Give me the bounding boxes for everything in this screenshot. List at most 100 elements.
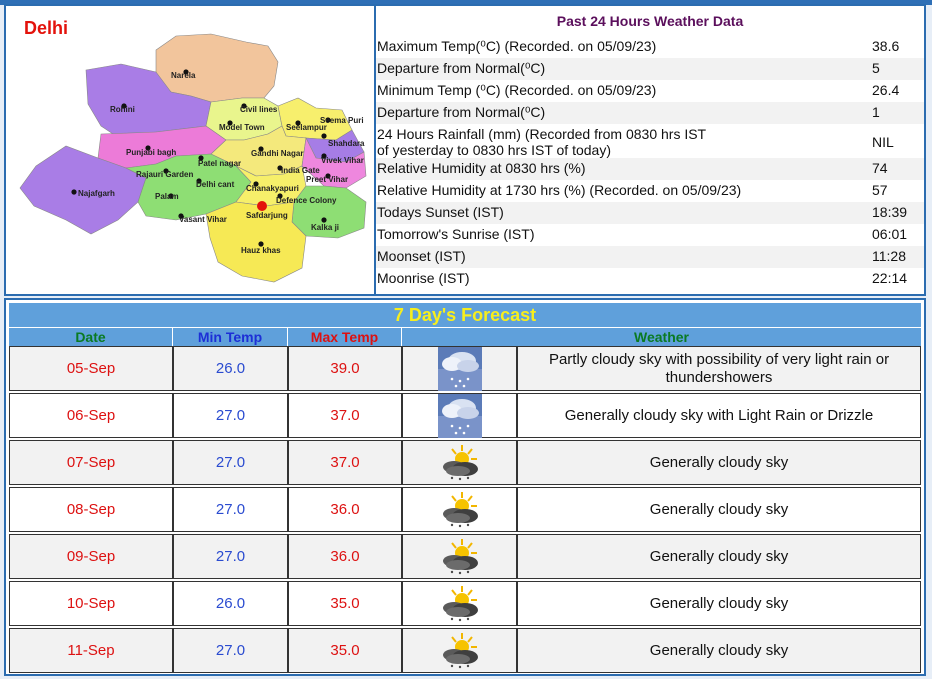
- past-24-row: 24 Hours Rainfall (mm) (Recorded from 08…: [376, 124, 924, 158]
- past-24-label: Maximum Temp(⁰C) (Recorded. on 05/09/23): [377, 38, 656, 54]
- past-24-value: NIL: [872, 134, 894, 150]
- forecast-date-text: 11-Sep: [67, 642, 115, 659]
- past-24-value: 57: [872, 182, 888, 198]
- past-24-label-line: Tomorrow's Sunrise (IST): [377, 226, 535, 242]
- map-dot-kalka-ji: [321, 217, 327, 223]
- forecast-weather-description: Generally cloudy sky: [517, 487, 921, 532]
- past-24-value: 26.4: [872, 82, 900, 98]
- map-label-india-gate: India Gate: [281, 166, 320, 175]
- forecast-weather-description-text: Generally cloudy sky: [649, 500, 789, 518]
- forecast-weather-description-text: Generally cloudy sky with Light Rain or …: [564, 406, 874, 424]
- past-24-label-line: Relative Humidity at 1730 hrs (%) (Recor…: [377, 182, 742, 198]
- forecast-icon-cell: [402, 440, 517, 485]
- past-24-label-line: Todays Sunset (IST): [377, 204, 504, 220]
- map-label-safdarjung: Safdarjung: [246, 211, 288, 220]
- forecast-weather-description-text: Generally cloudy sky: [649, 594, 789, 612]
- sun-cloud-icon: [438, 444, 482, 482]
- rain-cloud-icon: [437, 393, 482, 438]
- forecast-min-temp: 27.0: [173, 487, 288, 532]
- map-label-shahdara: Shahdara: [328, 139, 365, 148]
- rain-cloud-icon: [437, 346, 482, 391]
- map-dot-seelampur: [295, 120, 301, 126]
- forecast-weather-description-text: Partly cloudy sky with possibility of ve…: [548, 350, 890, 386]
- max-temp-column-header: Max Temp: [288, 328, 402, 346]
- forecast-icon-cell: [402, 581, 517, 626]
- map-dot-india-gate: [277, 165, 283, 171]
- past-24-label-line: Departure from Normal(⁰C): [377, 60, 546, 76]
- map-graphic: Narela Rohini Civil lines Model Town Seema P…: [19, 33, 367, 283]
- forecast-row: 05-Sep 26.0 39.0 Partly cloudy sky with pos…: [9, 346, 921, 393]
- map-label-vasant-vihar: Vasant Vihar: [179, 215, 227, 224]
- past-24-label: 24 Hours Rainfall (mm) (Recorded from 08…: [377, 126, 706, 158]
- map-label-preet-vihar: Preet Vihar: [306, 175, 348, 184]
- forecast-date: 07-Sep: [9, 440, 173, 485]
- forecast-icon-cell: [402, 487, 517, 532]
- forecast-max-temp-text: 36.0: [330, 548, 360, 565]
- sun-cloud-icon: [438, 491, 482, 529]
- past-24-row: Relative Humidity at 1730 hrs (%) (Recor…: [376, 180, 924, 202]
- map-label-vivek-vihar: Vivek Vihar: [321, 156, 364, 165]
- past-24-label: Tomorrow's Sunrise (IST): [377, 226, 534, 242]
- map-label-rajauri-garden: Rajauri Garden: [136, 170, 193, 179]
- forecast-max-temp-text: 39.0: [330, 360, 360, 377]
- past-24-label: Minimum Temp (⁰C) (Recorded. on 05/09/23…: [377, 82, 656, 98]
- map-label-civil-lines: Civil lines: [240, 105, 278, 114]
- forecast-min-temp: 26.0: [173, 581, 288, 626]
- forecast-weather-description: Generally cloudy sky with Light Rain or …: [517, 393, 921, 438]
- forecast-min-temp-text: 27.0: [215, 407, 246, 424]
- top-header-strip: [0, 0, 932, 5]
- map-label-defence-colony: Defence Colony: [276, 196, 337, 205]
- top-panel: Narela Rohini Civil lines Model Town Seema P…: [4, 4, 926, 296]
- map-label-seelampur: Seelampur: [286, 123, 327, 132]
- forecast-max-temp-text: 35.0: [330, 642, 360, 659]
- map-label-patel-nagar: Patel nagar: [198, 159, 241, 168]
- past-24-label-line: Moonrise (IST): [377, 270, 470, 286]
- weather-column-header: Weather: [634, 329, 689, 345]
- forecast-row: 11-Sep 27.0 35.0 Generally cloudy sky: [9, 628, 921, 675]
- map-dot-vivek-vihar: [321, 153, 327, 159]
- past-24-value: 11:28: [872, 248, 906, 264]
- map-dot-najafgarh: [71, 189, 77, 195]
- map-label-delhi-cant: Delhi cant: [196, 180, 235, 189]
- past-24-value: 74: [872, 160, 888, 176]
- past-24-label: Todays Sunset (IST): [377, 204, 504, 220]
- map-label-palam: Palam: [155, 192, 179, 201]
- forecast-max-temp: 36.0: [288, 487, 402, 532]
- map-label-hauz-khas: Hauz khas: [241, 246, 281, 255]
- forecast-min-temp-text: 27.0: [215, 454, 246, 471]
- forecast-max-temp: 37.0: [288, 440, 402, 485]
- past-24-label: Departure from Normal(⁰C): [377, 60, 545, 76]
- forecast-weather-description-text: Generally cloudy sky: [649, 641, 789, 659]
- map-dot-palam: [168, 193, 174, 199]
- map-dot-civil-lines: [241, 103, 247, 109]
- past-24-label-line: Maximum Temp(⁰C) (Recorded. on 05/09/23): [377, 38, 657, 54]
- map-label-chanakyapuri: Chanakyapuri: [246, 184, 299, 193]
- forecast-min-temp-text: 27.0: [215, 548, 246, 565]
- forecast-icon-cell: [402, 393, 517, 438]
- sun-cloud-icon: [438, 538, 482, 576]
- forecast-max-temp: 36.0: [288, 534, 402, 579]
- forecast-min-temp: 27.0: [173, 628, 288, 673]
- map-dot-rohini: [121, 103, 127, 109]
- forecast-weather-description: Generally cloudy sky: [517, 440, 921, 485]
- map-dot-hauz-khas: [258, 241, 264, 247]
- past-24-row: Departure from Normal(⁰C) 5: [376, 58, 924, 80]
- forecast-row: 06-Sep 27.0 37.0 Generally cloudy sky with …: [9, 393, 921, 440]
- past-24-label-line: Minimum Temp (⁰C) (Recorded. on 05/09/23…: [377, 82, 657, 98]
- forecast-icon-cell: [402, 346, 517, 391]
- past-24-value: 06:01: [872, 226, 908, 242]
- forecast-weather-description-text: Generally cloudy sky: [649, 453, 789, 471]
- map-dot-gandhi-nagar: [258, 146, 264, 152]
- delhi-district-map[interactable]: Narela Rohini Civil lines Model Town Seema P…: [6, 6, 376, 294]
- forecast-date: 11-Sep: [9, 628, 173, 673]
- min-temp-column-header: Min Temp: [173, 328, 288, 346]
- forecast-date: 05-Sep: [9, 346, 173, 391]
- past-24-value: 22:14: [872, 270, 908, 286]
- map-dot-preet-vihar: [325, 173, 331, 179]
- forecast-date-text: 06-Sep: [66, 407, 116, 424]
- forecast-date-text: 10-Sep: [66, 595, 116, 612]
- forecast-row: 09-Sep 27.0 36.0 Generally cloudy sky: [9, 534, 921, 581]
- forecast-date: 06-Sep: [9, 393, 173, 438]
- past-24-label-line: 24 Hours Rainfall (mm) (Recorded from 08…: [377, 126, 707, 142]
- sun-cloud-icon: [438, 632, 482, 670]
